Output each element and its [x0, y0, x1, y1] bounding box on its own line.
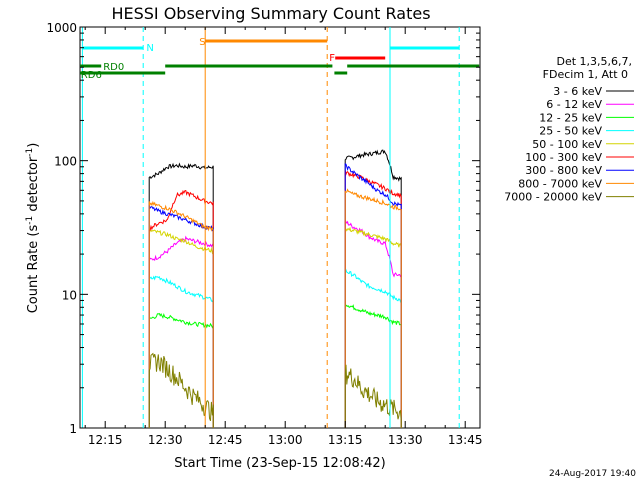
plot-frame — [79, 26, 481, 429]
legend-label: 50 - 100 keV — [532, 138, 602, 151]
y-axis-label-end: ) — [26, 143, 41, 148]
legend: Det 1,3,5,6,7, FDecim 1, Att 0 3 - 6 keV… — [504, 55, 634, 204]
legend-label: 300 - 800 keV — [525, 164, 602, 177]
series-group — [148, 163, 402, 428]
status-label: RD0 — [103, 62, 124, 73]
x-tick-label: 13:15 — [328, 433, 363, 447]
y-tick-label: 100 — [54, 155, 77, 169]
series-group — [148, 268, 402, 428]
status-label: F — [329, 53, 335, 64]
legend-label: 800 - 7000 keV — [518, 177, 602, 190]
series-line — [148, 275, 214, 428]
x-tick-label: 12:15 — [88, 433, 123, 447]
x-tick-label: 13:00 — [268, 433, 303, 447]
legend-label: 100 - 300 keV — [525, 151, 602, 164]
x-tick-label: 13:45 — [448, 433, 483, 447]
legend-label: 25 - 50 keV — [539, 125, 602, 138]
footer-date: 24-Aug-2017 19:40 — [549, 469, 636, 479]
series-line — [344, 219, 402, 428]
tick-layer: 12:15 12:30 12:45 13:00 13:15 13:30 13:45 1 10 10… — [46, 21, 482, 447]
series-line — [148, 312, 214, 428]
series-line — [344, 364, 402, 428]
y-tick-label: 1 — [69, 422, 77, 436]
series-layer — [148, 149, 402, 428]
chart-title: HESSI Observing Summary Count Rates — [111, 4, 430, 23]
y-axis-label-sup2: -1 — [25, 148, 35, 157]
y-axis-label-mid: detector — [26, 156, 41, 216]
legend-header-line-1: Det 1,3,5,6,7, — [556, 55, 632, 68]
x-tick-label: 12:45 — [208, 433, 243, 447]
x-tick-label: 13:30 — [388, 433, 423, 447]
series-line — [148, 352, 214, 428]
series-group — [148, 149, 402, 428]
marker-layer — [81, 27, 460, 428]
y-tick-label: 1000 — [46, 21, 77, 35]
legend-label: 3 - 6 keV — [553, 85, 602, 98]
y-axis-label-sup1: -1 — [25, 216, 35, 225]
legend-label: 6 - 12 keV — [546, 98, 602, 111]
series-line — [344, 170, 402, 428]
series-group — [148, 352, 402, 428]
status-label: RD6 — [81, 70, 102, 81]
series-line — [148, 235, 214, 428]
y-axis-label-start: Count Rate (s — [26, 225, 41, 314]
series-line — [148, 189, 214, 428]
x-axis-label: Start Time (23-Sep-15 12:08:42) — [174, 456, 385, 471]
series-line — [344, 149, 402, 428]
legend-header-line-2: FDecim 1, Att 0 — [543, 68, 628, 81]
series-group — [148, 219, 402, 428]
x-tick-label: 12:30 — [148, 433, 183, 447]
status-label: N — [146, 43, 153, 54]
legend-label: 12 - 25 keV — [539, 111, 602, 124]
series-group — [148, 226, 402, 428]
series-line — [344, 188, 402, 428]
series-line — [148, 204, 214, 428]
y-tick-label: 10 — [62, 288, 77, 302]
series-line — [344, 268, 402, 428]
series-line — [148, 200, 214, 428]
series-group — [148, 302, 402, 428]
series-line — [148, 162, 214, 428]
series-line — [148, 228, 214, 428]
series-line — [344, 302, 402, 428]
status-label: S — [199, 37, 205, 48]
y-axis-label: Count Rate (s-1 detector-1) — [25, 143, 41, 314]
series-group — [148, 188, 402, 428]
series-line — [344, 163, 402, 428]
legend-label: 7000 - 20000 keV — [504, 191, 602, 204]
series-line — [344, 226, 402, 428]
series-group — [148, 170, 402, 428]
